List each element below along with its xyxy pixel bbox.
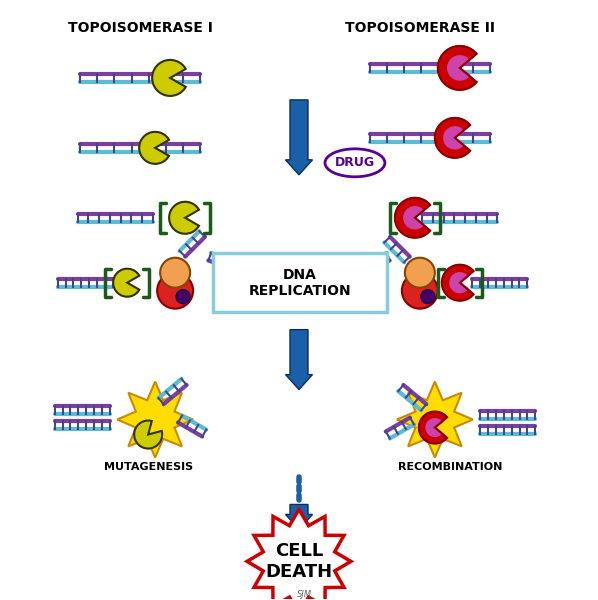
Text: TOPOISOMERASE I: TOPOISOMERASE I — [68, 21, 213, 35]
Polygon shape — [397, 382, 473, 458]
Text: DRUG: DRUG — [335, 157, 375, 169]
Wedge shape — [169, 202, 199, 234]
Text: MUTAGENESIS: MUTAGENESIS — [103, 463, 193, 472]
Wedge shape — [448, 56, 469, 80]
Wedge shape — [444, 127, 464, 149]
FancyBboxPatch shape — [213, 253, 387, 311]
Polygon shape — [285, 100, 313, 175]
Polygon shape — [247, 509, 351, 600]
Text: DNA
REPLICATION: DNA REPLICATION — [249, 268, 351, 298]
Wedge shape — [450, 273, 468, 293]
Wedge shape — [435, 118, 470, 158]
Wedge shape — [139, 132, 169, 164]
Wedge shape — [395, 198, 430, 238]
Circle shape — [160, 258, 190, 287]
Wedge shape — [442, 265, 474, 301]
Polygon shape — [117, 382, 193, 458]
Circle shape — [405, 258, 435, 287]
Text: CELL
DEATH: CELL DEATH — [266, 542, 332, 581]
Text: SJM: SJM — [297, 590, 313, 599]
Circle shape — [421, 290, 435, 304]
Circle shape — [157, 273, 193, 308]
Circle shape — [402, 273, 438, 308]
Wedge shape — [113, 269, 139, 296]
Wedge shape — [152, 60, 186, 96]
Text: RECOMBINATION: RECOMBINATION — [398, 463, 502, 472]
Wedge shape — [404, 207, 424, 229]
Polygon shape — [285, 505, 313, 529]
Wedge shape — [438, 46, 477, 90]
Text: TOPOISOMERASE II: TOPOISOMERASE II — [345, 21, 495, 35]
Ellipse shape — [325, 149, 385, 177]
Circle shape — [176, 290, 190, 304]
Wedge shape — [426, 419, 442, 436]
Polygon shape — [285, 329, 313, 389]
Wedge shape — [134, 421, 162, 449]
Wedge shape — [419, 412, 447, 443]
